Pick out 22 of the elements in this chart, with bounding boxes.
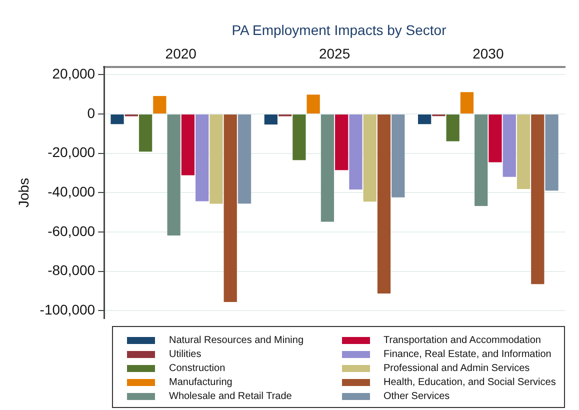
y-axis-title: Jobs: [15, 178, 32, 208]
x-tick-label: 2020: [165, 45, 197, 62]
chart-title: PA Employment Impacts by Sector: [230, 22, 448, 38]
x-tick-label: 2025: [318, 45, 350, 62]
legend-label: Transportation and Accommodation: [384, 334, 541, 346]
legend-label: Wholesale and Retail Trade: [169, 390, 292, 402]
legend-label: Finance, Real Estate, and Information: [384, 348, 552, 360]
y-tick-label: -20,000: [48, 144, 96, 160]
y-tick-label: -60,000: [48, 222, 96, 239]
legend-label: Professional and Admin Services: [384, 362, 530, 374]
legend-label: Utilities: [169, 348, 202, 360]
y-tick-label: -80,000: [48, 262, 96, 278]
y-tick-label: 20,000: [52, 66, 96, 82]
legend-label: Construction: [169, 362, 226, 374]
x-tick-label: 2030: [472, 45, 504, 62]
y-tick-label: 0: [87, 104, 96, 121]
legend-label: Manufacturing: [169, 376, 232, 388]
y-tick-label: -40,000: [48, 184, 96, 200]
y-tick-label: -100,000: [40, 302, 96, 318]
legend-label: Health, Education, and Social Services: [384, 376, 556, 388]
legend-label: Other Services: [384, 390, 450, 402]
legend-label: Natural Resources and Mining: [169, 334, 304, 346]
